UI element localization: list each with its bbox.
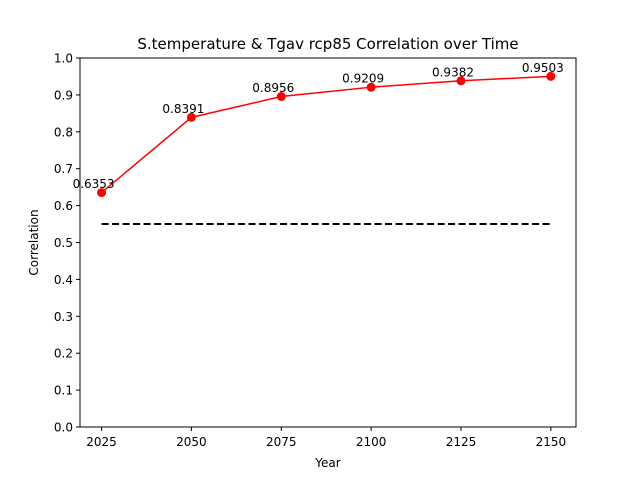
data-point (546, 71, 556, 81)
data-point (366, 82, 376, 92)
y-tick-label: 0.3 (54, 310, 73, 324)
y-tick-label: 0.1 (54, 384, 73, 398)
y-axis: 0.0 0.1 0.2 0.3 0.4 0.5 0.6 0.7 0.8 0.9 1.0 (54, 52, 80, 435)
y-tick-label: 0.4 (54, 273, 73, 287)
y-tick-label: 1.0 (54, 52, 73, 66)
x-tick-label: 2125 (446, 435, 477, 449)
y-tick-label: 0.0 (54, 421, 73, 435)
x-tick-label: 2150 (536, 435, 567, 449)
x-tick-label: 2075 (266, 435, 297, 449)
x-axis: 2025 2050 2075 2100 2125 2150 (86, 427, 566, 449)
y-tick-label: 0.8 (54, 125, 73, 139)
x-axis-label: Year (314, 456, 340, 470)
series-line (101, 75, 551, 194)
y-axis-label: Correlation (27, 209, 41, 275)
data-label: 0.9209 (342, 72, 384, 86)
data-label: 0.9382 (432, 65, 474, 79)
data-point (97, 188, 107, 198)
plot-frame (79, 57, 577, 428)
x-tick-label: 2050 (176, 435, 207, 449)
y-tick-label: 0.7 (54, 162, 73, 176)
series-layer: 0.6353 0.8391 0.8956 0.9209 0.9382 0.9503 (73, 61, 564, 198)
data-label: 0.6353 (73, 177, 115, 191)
y-tick-label: 0.9 (54, 88, 73, 102)
data-point (456, 76, 466, 86)
x-tick-label: 2025 (86, 435, 117, 449)
data-label: 0.9503 (522, 61, 564, 75)
chart-title: S.temperature & Tgav rcp85 Correlation o… (137, 35, 518, 53)
data-label: 0.8956 (252, 81, 294, 95)
y-tick-label: 0.6 (54, 199, 73, 213)
y-tick-label: 0.5 (54, 236, 73, 250)
data-point (276, 92, 286, 102)
y-tick-label: 0.2 (54, 347, 73, 361)
x-tick-label: 2100 (356, 435, 387, 449)
data-label: 0.8391 (162, 102, 204, 116)
data-point (186, 112, 196, 122)
